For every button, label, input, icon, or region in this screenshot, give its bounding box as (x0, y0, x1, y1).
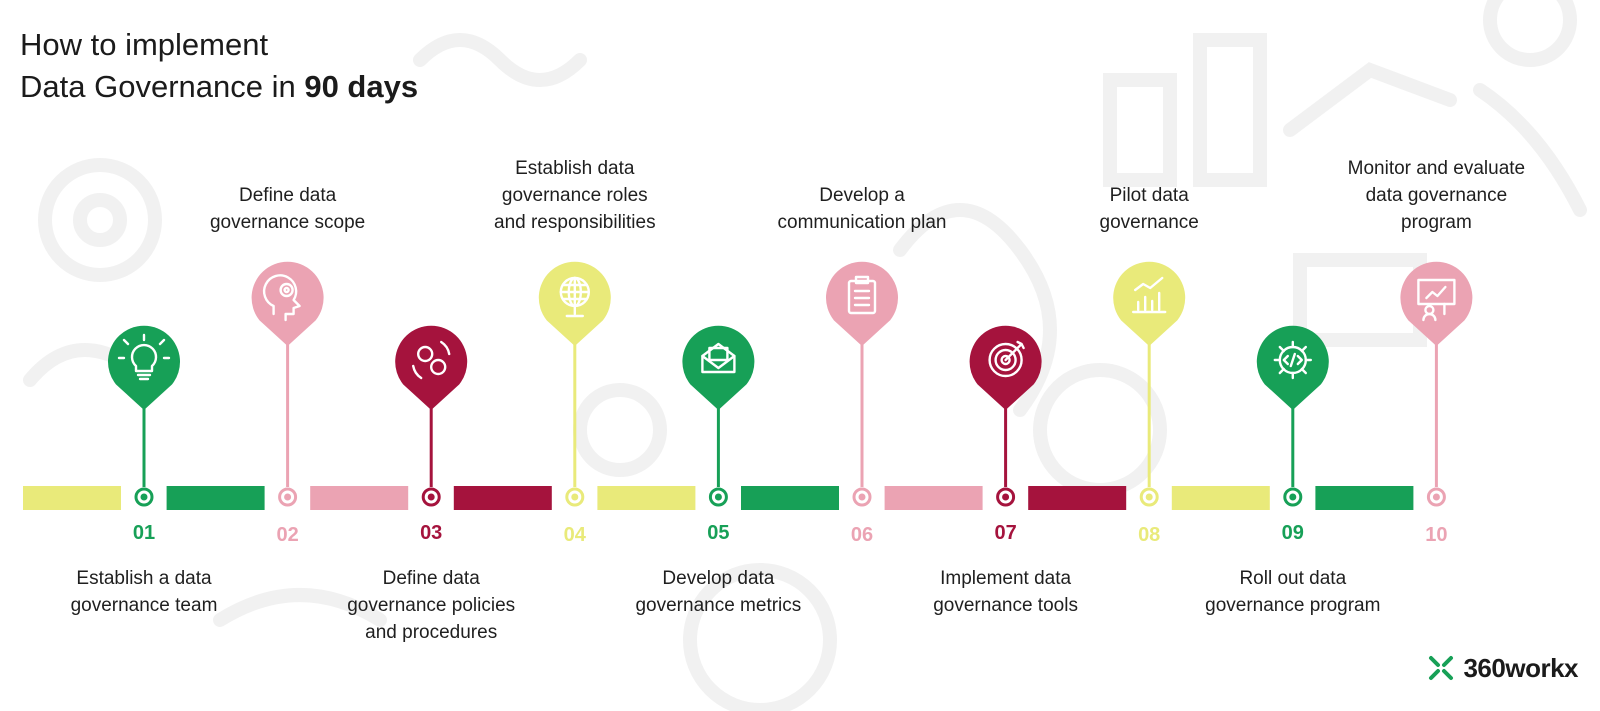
presentation-icon (1417, 278, 1456, 322)
step-label-line: governance metrics (635, 595, 802, 616)
timeline-node-dot-04 (571, 493, 579, 501)
timeline-segment-10 (1315, 486, 1414, 510)
step-label-line: data governance (1365, 185, 1508, 206)
step-label-10: Monitor and evaluate data governance progr… (1296, 155, 1576, 236)
step-label-line: governance scope (209, 212, 366, 233)
step-number-01: 01 (132, 522, 156, 544)
step-label-line: communication plan (777, 212, 947, 233)
timeline-node-dot-07 (1002, 493, 1010, 501)
timeline-node-dot-01 (140, 493, 148, 501)
step-number-03: 03 (420, 522, 443, 544)
timeline-segment-09 (1171, 486, 1270, 510)
step-label-05: Develop data governance metrics (578, 565, 858, 619)
title-highlight: 90 days (304, 69, 419, 104)
step-label-line: governance program (1205, 595, 1381, 616)
pin-head-09 (1256, 325, 1329, 410)
step-label-04: Establish data governance roles and respon… (435, 155, 715, 236)
timeline-segment-01 (23, 486, 121, 510)
step-number-07: 07 (994, 522, 1017, 544)
timeline-segment-04 (453, 486, 552, 510)
step-label-line: governance tools (933, 595, 1078, 616)
page-title: How to implement Data Governance in 90 d… (20, 24, 418, 108)
pin-head-08 (1113, 261, 1186, 346)
timeline-node-dot-10 (1432, 493, 1440, 501)
timeline-node-dot-09 (1289, 493, 1297, 501)
pin-head-02 (251, 261, 324, 346)
step-label-line: governance team (70, 595, 218, 616)
step-label-line: Develop data (662, 568, 775, 589)
timeline-node-dot-06 (858, 493, 866, 501)
timeline-node-dot-03 (427, 493, 435, 501)
step-label-line: and procedures (365, 622, 498, 643)
step-label-06: Develop a communication plan (722, 182, 1002, 236)
step-label-line: Roll out data (1239, 568, 1347, 589)
brand-name: 360workx (1463, 652, 1578, 683)
timeline-segment-07 (884, 486, 983, 510)
step-label-09: Roll out data governance program (1153, 565, 1433, 619)
x-logo-icon (1429, 656, 1454, 680)
step-label-line: Pilot data (1109, 185, 1189, 206)
lightbulb-icon (117, 333, 171, 381)
step-number-09: 09 (1281, 522, 1304, 544)
timeline-segment-05 (597, 486, 696, 510)
timeline-node-dot-02 (284, 493, 292, 501)
step-number-05: 05 (707, 522, 730, 544)
target-icon (988, 340, 1025, 378)
step-label-line: program (1401, 212, 1472, 233)
step-number-08: 08 (1138, 524, 1161, 546)
step-number-06: 06 (850, 524, 874, 546)
step-label-07: Implement data governance tools (866, 565, 1146, 619)
step-label-line: governance roles (501, 185, 648, 206)
step-label-01: Establish a data governance team (4, 565, 284, 619)
step-label-line: Develop a (819, 185, 905, 206)
pin-head-07 (969, 325, 1042, 410)
globe-icon (559, 276, 590, 318)
step-label-08: Pilot data governance (1009, 182, 1289, 236)
title-line-1: How to implement (20, 27, 269, 62)
step-number-02: 02 (276, 524, 299, 546)
step-label-line: Establish data (515, 158, 635, 179)
head-gear-icon (262, 274, 301, 322)
pin-head-01 (108, 325, 180, 410)
step-label-line: Define data (382, 568, 480, 589)
step-label-03: Define data governance policies and proced… (291, 565, 571, 646)
brand-logo: 360workx (1427, 652, 1578, 684)
code-gear-icon (1273, 340, 1313, 380)
clipboard-icon (847, 275, 877, 315)
title-line-2: Data Governance in (20, 69, 305, 104)
envelope-icon (701, 342, 736, 374)
step-label-line: Implement data (940, 568, 1072, 589)
timeline-node-dot-08 (1145, 493, 1153, 501)
step-label-line: governance (1099, 212, 1199, 233)
timeline-segment-03 (310, 486, 409, 510)
timeline-segment-06 (741, 486, 839, 510)
bar-chart-icon (1131, 276, 1167, 314)
step-label-line: governance policies (347, 595, 516, 616)
step-label-line: Establish a data (76, 568, 212, 589)
step-label-02: Define data governance scope (148, 182, 428, 236)
timeline-node-dot-05 (714, 493, 722, 501)
step-label-line: Define data (239, 185, 337, 206)
step-label-line: Monitor and evaluate (1347, 158, 1526, 179)
step-number-04: 04 (563, 524, 586, 546)
step-label-line: and responsibilities (494, 212, 656, 233)
step-number-10: 10 (1425, 524, 1448, 546)
timeline-segment-08 (1028, 486, 1127, 510)
gears-cycle-icon (412, 340, 451, 380)
timeline-segment-02 (166, 486, 265, 510)
